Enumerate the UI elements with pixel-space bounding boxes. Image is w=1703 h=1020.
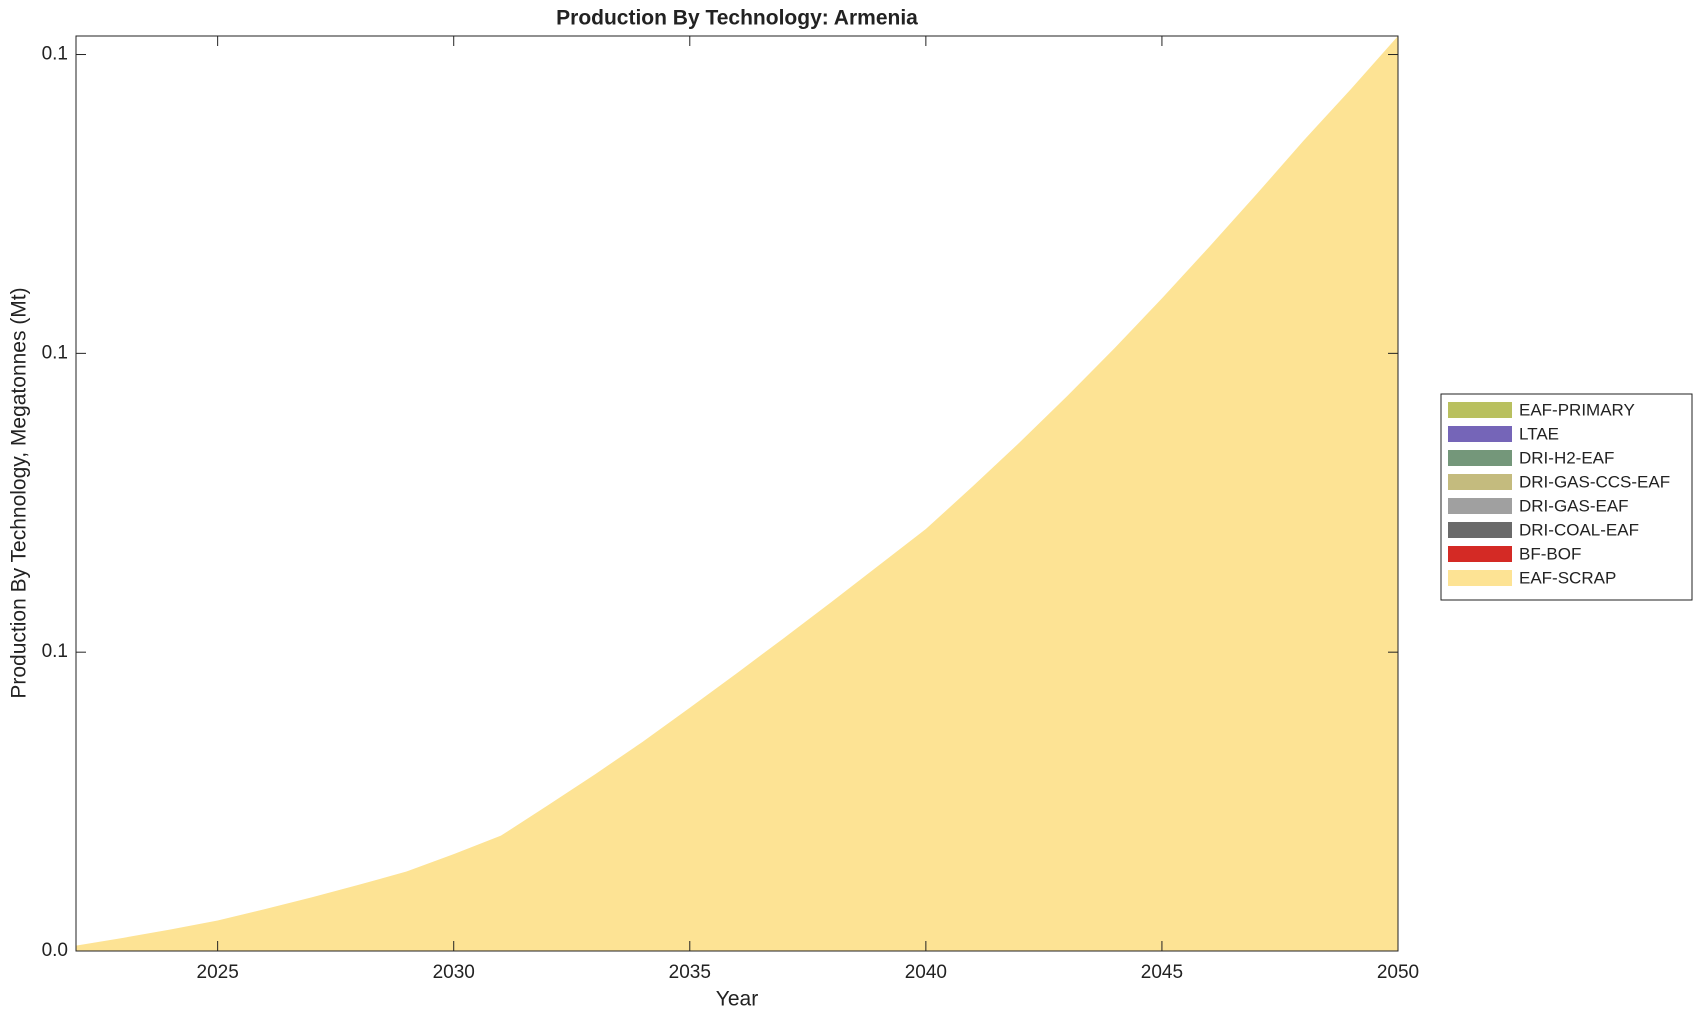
legend-label: LTAE [1519,424,1559,443]
y-tick-label: 0.1 [42,44,68,65]
legend-swatch [1448,522,1512,538]
x-tick-label: 2030 [433,962,475,983]
legend-label: DRI-COAL-EAF [1519,520,1639,539]
y-tick-label: 0.0 [42,940,68,961]
y-tick-label: 0.1 [42,342,68,363]
chart-title: Production By Technology: Armenia [556,7,918,30]
legend-label: DRI-GAS-CCS-EAF [1519,472,1670,491]
x-tick-label: 2050 [1377,962,1419,983]
legend-label: DRI-H2-EAF [1519,448,1614,467]
y-tick-label: 0.1 [42,641,68,662]
legend-label: EAF-SCRAP [1519,568,1616,587]
x-tick-label: 2040 [905,962,947,983]
x-tick-label: 2045 [1141,962,1183,983]
legend-swatch [1448,546,1512,562]
legend-swatch [1448,450,1512,466]
legend-swatch [1448,426,1512,442]
x-tick-label: 2035 [669,962,711,983]
legend-swatch [1448,570,1512,586]
area [76,36,1398,951]
plot-frame [75,35,1399,952]
x-axis-label: Year [716,988,758,1011]
legend-label: BF-BOF [1519,544,1581,563]
legend-swatch [1448,498,1512,514]
x-tick-label: 2025 [197,962,239,983]
y-axis-label: Production By Technology, Megatonnes (Mt… [8,287,31,698]
legend-label: EAF-PRIMARY [1519,400,1635,419]
legend-swatch [1448,402,1512,418]
legend-swatch [1448,474,1512,490]
legend-label: DRI-GAS-EAF [1519,496,1629,515]
